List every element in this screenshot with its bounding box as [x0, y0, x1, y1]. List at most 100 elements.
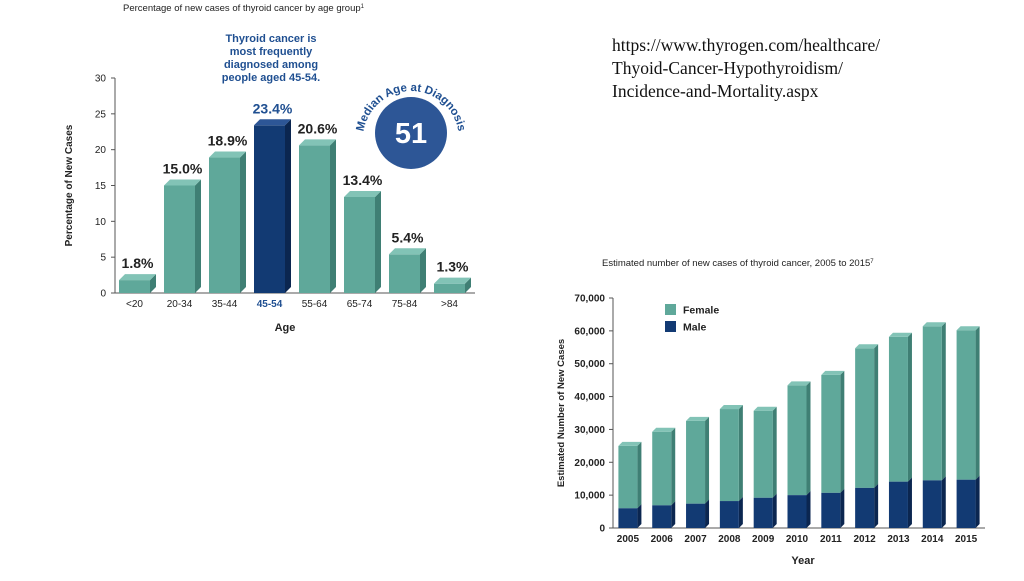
- bar-female-top: [855, 344, 879, 349]
- bar-female-top: [652, 427, 676, 432]
- bar-female-top: [787, 381, 811, 386]
- median-age-value: 51: [395, 118, 427, 150]
- bar-female: [719, 409, 739, 502]
- x-tick-label: <20: [126, 299, 143, 310]
- bar-female-top: [956, 326, 980, 331]
- bar: [434, 283, 465, 293]
- bar-male-side: [637, 504, 642, 528]
- chart-title: Estimated number of new cases of thyroid…: [602, 258, 874, 269]
- age-group-bar-chart: Percentage of new cases of thyroid cance…: [64, 3, 475, 334]
- bar: [254, 125, 285, 293]
- bar-male: [618, 508, 638, 528]
- source-url: https://www.thyrogen.com/healthcare/ Thy…: [612, 34, 1012, 103]
- bar-male: [686, 503, 706, 528]
- bar-female: [888, 336, 908, 482]
- bar-male: [956, 479, 976, 528]
- bar-male-side: [705, 499, 710, 528]
- y-tick-label: 0: [100, 289, 106, 300]
- bar-female-side: [975, 326, 980, 480]
- bar-value-label: 1.3%: [437, 259, 469, 275]
- x-tick-label: 2005: [617, 534, 640, 545]
- bar-female: [821, 374, 841, 493]
- legend-swatch: [665, 321, 676, 332]
- x-axis-label: Age: [275, 322, 296, 334]
- x-tick-label: 65-74: [347, 299, 373, 310]
- bar-top: [164, 179, 201, 186]
- chart-title-footnote: 7: [870, 259, 874, 265]
- bar-female-top: [686, 416, 710, 421]
- bar-male: [888, 481, 908, 528]
- annotation-line: Thyroid cancer is: [225, 33, 316, 45]
- bar-male-side: [907, 477, 912, 528]
- x-tick-label: 2014: [921, 534, 944, 545]
- bar-male-side: [874, 483, 879, 528]
- bar-female-top: [821, 370, 845, 375]
- legend-label: Female: [683, 305, 719, 317]
- bar: [119, 280, 150, 293]
- bar-male-side: [840, 488, 845, 528]
- bar: [389, 254, 420, 293]
- bar: [344, 196, 375, 293]
- bar-female: [855, 348, 875, 488]
- bar-male-side: [806, 491, 811, 528]
- x-tick-label: 2007: [684, 534, 707, 545]
- legend-label: Male: [683, 322, 707, 334]
- bar-female-top: [719, 405, 743, 410]
- bar-male-side: [975, 475, 980, 528]
- bar-male: [922, 480, 942, 528]
- y-tick-label: 20,000: [574, 458, 605, 469]
- bar-male-side: [941, 476, 946, 528]
- bar-female-top: [922, 322, 946, 327]
- bar-female: [618, 445, 638, 509]
- bar-side: [375, 190, 381, 293]
- bar-female-side: [637, 441, 642, 509]
- bar-value-label: 1.8%: [122, 255, 154, 271]
- age-group-chart-panel: Percentage of new cases of thyroid cance…: [55, 0, 515, 340]
- x-tick-label: 2009: [752, 534, 775, 545]
- y-tick-label: 10,000: [574, 491, 605, 502]
- bar-female: [652, 431, 672, 506]
- bar: [299, 145, 330, 293]
- legend-swatch: [665, 304, 676, 315]
- bar-value-label: 20.6%: [298, 120, 338, 136]
- bar-side: [240, 151, 246, 293]
- bar-top: [299, 139, 336, 146]
- x-tick-label: 2013: [887, 534, 910, 545]
- bar-side: [330, 139, 336, 293]
- bar: [209, 157, 240, 293]
- annotation-line: most frequently: [230, 46, 313, 58]
- y-axis-label: Percentage of New Cases: [64, 124, 75, 246]
- y-tick-label: 40,000: [574, 392, 605, 403]
- source-url-line: Thyoid-Cancer-Hypothyroidism/: [612, 58, 843, 78]
- x-axis-label: Year: [791, 555, 815, 567]
- y-tick-label: 30,000: [574, 425, 605, 436]
- x-tick-label: 20-34: [167, 299, 193, 310]
- annotation-line: diagnosed among: [224, 59, 318, 71]
- bar-male: [652, 505, 672, 528]
- x-tick-label: 2012: [854, 534, 877, 545]
- bar-female-side: [941, 322, 946, 481]
- y-tick-label: 0: [599, 524, 605, 535]
- y-tick-label: 30: [95, 74, 107, 85]
- bar-male-side: [738, 497, 743, 528]
- bar-female: [753, 410, 773, 498]
- bar-female: [922, 326, 942, 481]
- y-tick-label: 25: [95, 109, 107, 120]
- y-tick-label: 10: [95, 217, 107, 228]
- y-tick-label: 60,000: [574, 326, 605, 337]
- bar-female-top: [618, 441, 642, 446]
- bar-top: [254, 119, 291, 126]
- bar-female-top: [888, 332, 912, 337]
- y-tick-label: 5: [100, 253, 106, 264]
- bar-male: [821, 492, 841, 528]
- bar-side: [420, 248, 426, 293]
- bar-top: [434, 277, 471, 284]
- source-url-line: https://www.thyrogen.com/healthcare/: [612, 35, 881, 55]
- bar-male-side: [671, 501, 676, 528]
- y-axis-label: Estimated Number of New Cases: [556, 339, 567, 487]
- bar-value-label: 13.4%: [343, 172, 383, 188]
- bar-top: [119, 274, 156, 281]
- yearly-cases-stacked-bar-chart: Estimated number of new cases of thyroid…: [556, 258, 985, 567]
- bar-side: [195, 179, 201, 293]
- bar-value-label: 23.4%: [253, 100, 293, 116]
